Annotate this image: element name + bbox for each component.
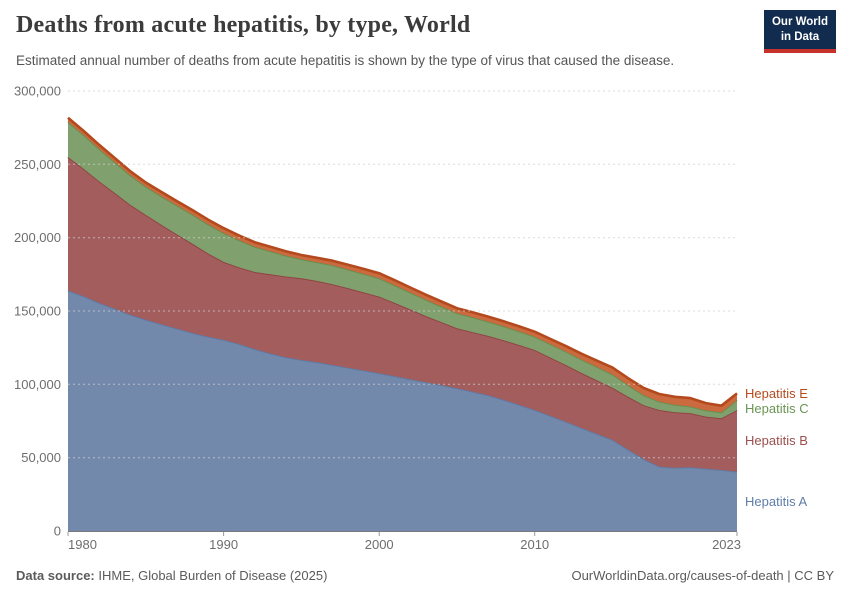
area-bands <box>67 116 738 531</box>
y-axis-tick-label: 150,000 <box>14 304 61 319</box>
y-axis-tick-label: 100,000 <box>14 377 61 392</box>
data-source-value: IHME, Global Burden of Disease (2025) <box>98 568 328 583</box>
y-axis-tick-label: 200,000 <box>14 230 61 245</box>
x-axis-tick-label: 2023 <box>712 537 741 552</box>
area-hepatitis-b <box>68 157 737 472</box>
chart-footer: Data source: IHME, Global Burden of Dise… <box>16 568 834 583</box>
series-label-hepatitis-b[interactable]: Hepatitis B <box>745 433 808 449</box>
line-hepatitis-e <box>67 116 738 407</box>
line-hepatitis-b <box>67 156 738 420</box>
area-hepatitis-c <box>68 121 737 419</box>
area-hepatitis-a <box>68 290 737 531</box>
data-source-note: Data source: IHME, Global Burden of Dise… <box>16 568 327 583</box>
x-axis-tick-label: 2000 <box>365 537 394 552</box>
area-hepatitis-e <box>68 117 737 413</box>
chart-subtitle: Estimated annual number of deaths from a… <box>16 53 675 68</box>
y-axis-tick-label: 50,000 <box>21 450 61 465</box>
y-axis-tick-label: 0 <box>54 524 61 539</box>
series-label-hepatitis-a[interactable]: Hepatitis A <box>745 493 808 509</box>
x-axis-tick-label: 1990 <box>209 537 238 552</box>
x-axis-tick-label: 1980 <box>68 537 97 552</box>
x-axis-tick-label: 2010 <box>520 537 549 552</box>
line-hepatitis-a <box>67 289 738 473</box>
owid-logo-line1: Our World <box>771 16 828 28</box>
credit-link[interactable]: OurWorldinData.org/causes-of-death | CC … <box>571 568 834 583</box>
series-label-hepatitis-e[interactable]: Hepatitis E <box>745 386 808 401</box>
page-title: Deaths from acute hepatitis, by type, Wo… <box>16 12 471 38</box>
owid-logo[interactable]: Our World in Data <box>763 10 836 53</box>
y-axis-tick-label: 300,000 <box>14 84 61 99</box>
line-hepatitis-c <box>67 121 738 414</box>
series-label-hepatitis-c[interactable]: Hepatitis C <box>745 401 809 416</box>
owid-logo-line2: in Data <box>780 30 820 43</box>
y-axis-tick-label: 250,000 <box>14 157 61 172</box>
data-source-label: Data source: <box>16 568 95 583</box>
